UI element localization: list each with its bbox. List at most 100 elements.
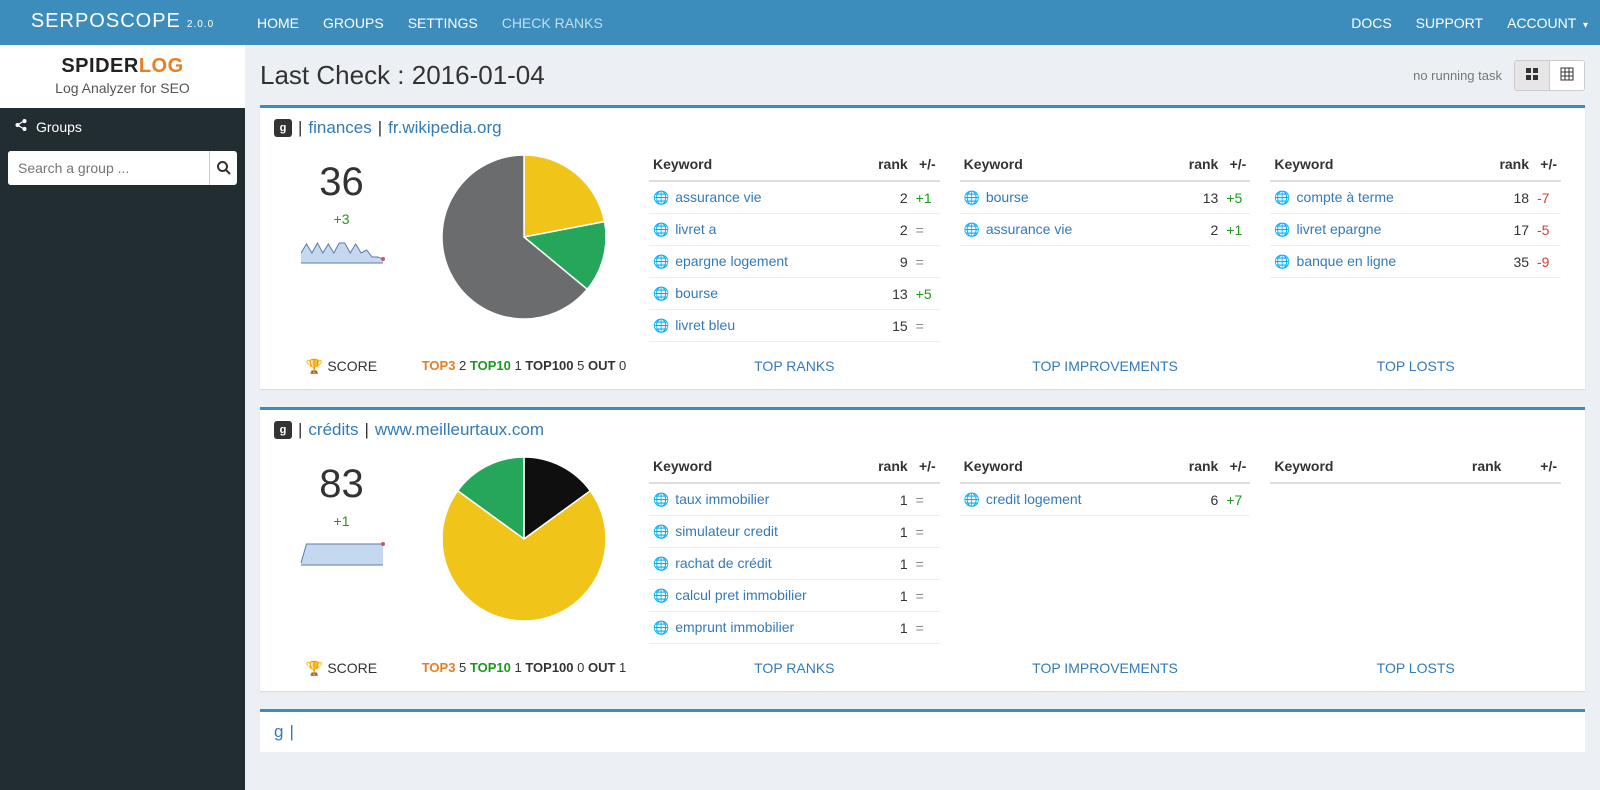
google-icon: g — [274, 421, 292, 439]
group-link[interactable]: crédits — [308, 420, 358, 440]
keyword-link[interactable]: taux immobilier — [675, 491, 769, 507]
keyword-link[interactable]: livret bleu — [675, 317, 735, 333]
table-row: 🌐credit logement 6 +7 — [960, 483, 1251, 516]
top-navbar: SERPOSCOPE2.0.0 HOMEGROUPSSETTINGSCHECK … — [0, 0, 1600, 45]
nav-link-settings[interactable]: SETTINGS — [396, 3, 490, 43]
keyword-link[interactable]: livret a — [675, 221, 716, 237]
globe-icon: 🌐 — [964, 492, 980, 507]
task-status: no running task — [1413, 68, 1502, 83]
view-grid-button[interactable] — [1515, 61, 1549, 90]
score-value: 83 — [274, 462, 409, 507]
search-button[interactable] — [209, 151, 237, 185]
sidebar: SPIDERLOG Log Analyzer for SEO Groups — [0, 45, 245, 790]
search-icon — [216, 160, 232, 176]
top-losts-table: Keyword rank +/- — [1260, 450, 1571, 644]
keyword-link[interactable]: emprunt immobilier — [675, 619, 794, 635]
google-icon: g — [274, 119, 292, 137]
keyword-link[interactable]: credit logement — [986, 491, 1082, 507]
globe-icon: 🌐 — [653, 190, 669, 205]
score-column: 83 +1 — [274, 450, 409, 644]
top-improvements-link[interactable]: TOP IMPROVEMENTS — [1032, 660, 1178, 676]
keyword-link[interactable]: bourse — [986, 189, 1029, 205]
nav-link-account[interactable]: ACCOUNT ▾ — [1495, 3, 1600, 43]
sparkline — [274, 535, 409, 570]
keyword-link[interactable]: bourse — [675, 285, 718, 301]
table-row: 🌐assurance vie 2 +1 — [649, 181, 940, 214]
globe-icon: 🌐 — [653, 620, 669, 635]
keyword-link[interactable]: compte à terme — [1297, 189, 1394, 205]
top-improvements-link[interactable]: TOP IMPROVEMENTS — [1032, 358, 1178, 374]
trophy-icon: 🏆 — [306, 358, 323, 374]
panel-header: g | finances | fr.wikipedia.org — [260, 108, 1585, 146]
google-icon: g — [274, 722, 283, 742]
table-row: 🌐compte à terme 18 -7 — [1270, 181, 1561, 214]
sidebar-groups-label: Groups — [36, 119, 82, 135]
table-row: 🌐rachat de crédit 1 = — [649, 548, 940, 580]
panel-header: g | crédits | www.meilleurtaux.com — [260, 410, 1585, 448]
keyword-link[interactable]: assurance vie — [986, 221, 1072, 237]
keyword-link[interactable]: rachat de crédit — [675, 555, 772, 571]
globe-icon: 🌐 — [653, 492, 669, 507]
site-link[interactable]: fr.wikipedia.org — [388, 118, 501, 138]
table-row: 🌐banque en ligne 35 -9 — [1270, 246, 1561, 278]
score-label: 🏆SCORE — [274, 660, 409, 677]
table-row: 🌐livret bleu 15 = — [649, 310, 940, 342]
page-title: Last Check : 2016-01-04 — [260, 60, 545, 91]
keyword-link[interactable]: simulateur credit — [675, 523, 778, 539]
nav-link-support[interactable]: SUPPORT — [1404, 3, 1495, 43]
nav-right: DOCSSUPPORTACCOUNT ▾ — [1339, 3, 1600, 43]
nav-link-home[interactable]: HOME — [245, 3, 311, 43]
pie-chart — [409, 450, 639, 644]
group-panel: g | — [260, 709, 1585, 752]
group-link[interactable]: finances — [308, 118, 371, 138]
main-content: Last Check : 2016-01-04 no running task … — [245, 45, 1600, 790]
globe-icon: 🌐 — [653, 588, 669, 603]
table-icon — [1560, 67, 1574, 81]
table-row: 🌐bourse 13 +5 — [960, 181, 1251, 214]
top-losts-link[interactable]: TOP LOSTS — [1377, 358, 1455, 374]
share-icon — [14, 118, 28, 135]
sidebar-ad[interactable]: SPIDERLOG Log Analyzer for SEO — [0, 45, 245, 108]
grid-icon — [1525, 67, 1539, 81]
group-panel: g | crédits | www.meilleurtaux.com 83 +1… — [260, 407, 1585, 691]
table-row: 🌐assurance vie 2 +1 — [960, 214, 1251, 246]
site-link[interactable]: www.meilleurtaux.com — [375, 420, 544, 440]
keyword-link[interactable]: calcul pret immobilier — [675, 587, 806, 603]
nav-link-check-ranks[interactable]: CHECK RANKS — [490, 3, 615, 43]
score-label: 🏆SCORE — [274, 358, 409, 375]
nav-link-groups[interactable]: GROUPS — [311, 3, 396, 43]
globe-icon: 🌐 — [653, 254, 669, 269]
top-ranks-link[interactable]: TOP RANKS — [754, 660, 834, 676]
brand[interactable]: SERPOSCOPE2.0.0 — [0, 0, 245, 45]
view-table-button[interactable] — [1549, 61, 1584, 90]
top-losts-table: Keyword rank +/- 🌐compte à terme 18 -7 🌐… — [1260, 148, 1571, 342]
search-input[interactable] — [8, 151, 209, 185]
globe-icon: 🌐 — [1274, 190, 1290, 205]
score-delta: +1 — [274, 513, 409, 529]
top-losts-link[interactable]: TOP LOSTS — [1377, 660, 1455, 676]
sidebar-item-groups[interactable]: Groups — [0, 108, 245, 145]
table-row: 🌐taux immobilier 1 = — [649, 483, 940, 516]
group-panel: g | finances | fr.wikipedia.org 36 +3 Ke… — [260, 105, 1585, 389]
table-row: 🌐livret epargne 17 -5 — [1270, 214, 1561, 246]
group-link[interactable] — [300, 722, 305, 742]
top-improvements-table: Keyword rank +/- 🌐bourse 13 +5 🌐assuranc… — [950, 148, 1261, 342]
top-improvements-table: Keyword rank +/- 🌐credit logement 6 +7 — [950, 450, 1261, 644]
view-toggle — [1514, 60, 1585, 91]
keyword-link[interactable]: epargne logement — [675, 253, 788, 269]
globe-icon: 🌐 — [653, 556, 669, 571]
keyword-link[interactable]: assurance vie — [675, 189, 761, 205]
nav-link-docs[interactable]: DOCS — [1339, 3, 1403, 43]
globe-icon: 🌐 — [1274, 222, 1290, 237]
table-row: 🌐epargne logement 9 = — [649, 246, 940, 278]
top-ranks-table: Keyword rank +/- 🌐taux immobilier 1 = 🌐s… — [639, 450, 950, 644]
table-row: 🌐calcul pret immobilier 1 = — [649, 580, 940, 612]
keyword-link[interactable]: banque en ligne — [1297, 253, 1397, 269]
chevron-down-icon: ▾ — [1583, 20, 1588, 31]
trophy-icon: 🏆 — [306, 660, 323, 676]
keyword-link[interactable]: livret epargne — [1297, 221, 1382, 237]
globe-icon: 🌐 — [653, 222, 669, 237]
table-row: 🌐bourse 13 +5 — [649, 278, 940, 310]
pie-chart — [409, 148, 639, 342]
top-ranks-link[interactable]: TOP RANKS — [754, 358, 834, 374]
